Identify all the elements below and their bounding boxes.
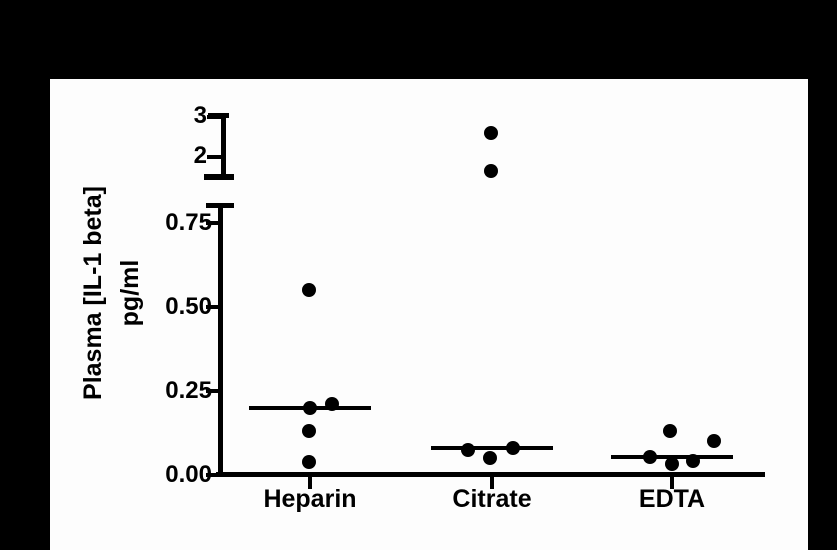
data-point — [483, 451, 497, 466]
data-point — [484, 164, 498, 178]
data-point — [707, 434, 721, 449]
x-category-label: Citrate — [452, 485, 532, 513]
y-tick-label-upper: 3 — [193, 102, 207, 129]
y-axis-break-upper-cap — [204, 174, 234, 180]
y-tick-label-lower: 0.75 — [165, 209, 212, 236]
data-point — [506, 441, 520, 456]
x-axis-tick — [308, 477, 312, 489]
data-point — [325, 397, 339, 412]
data-point — [302, 283, 316, 298]
y-axis-lower-line — [218, 203, 223, 477]
x-axis-tick — [670, 477, 674, 489]
y-tick-label-lower: 0.00 — [165, 461, 212, 488]
y-axis-tick-upper — [207, 115, 221, 119]
data-point — [665, 456, 679, 471]
plot-panel — [50, 79, 808, 550]
y-axis-tick-lower — [206, 221, 218, 225]
x-axis-tick — [490, 477, 494, 489]
data-point — [643, 449, 657, 464]
y-tick-label-lower: 0.25 — [165, 377, 212, 404]
data-point — [302, 424, 316, 439]
median-line — [611, 454, 733, 459]
median-line — [431, 446, 553, 451]
data-point — [484, 126, 498, 140]
y-axis-tick-upper — [207, 155, 221, 159]
data-point — [303, 400, 317, 415]
x-category-label: EDTA — [638, 485, 706, 513]
y-tick-label-lower: 0.50 — [165, 293, 212, 320]
data-point — [461, 442, 475, 457]
x-axis-line — [216, 472, 765, 477]
y-axis-tick-lower — [206, 389, 218, 393]
y-axis-tick-lower — [206, 305, 218, 309]
y-axis-tick-lower — [206, 473, 218, 477]
y-axis-upper-line — [221, 113, 226, 180]
data-point — [686, 453, 700, 468]
y-tick-label-upper: 2 — [193, 142, 207, 169]
data-point — [663, 424, 677, 439]
data-point — [302, 454, 316, 469]
x-category-label: Heparin — [263, 485, 357, 513]
